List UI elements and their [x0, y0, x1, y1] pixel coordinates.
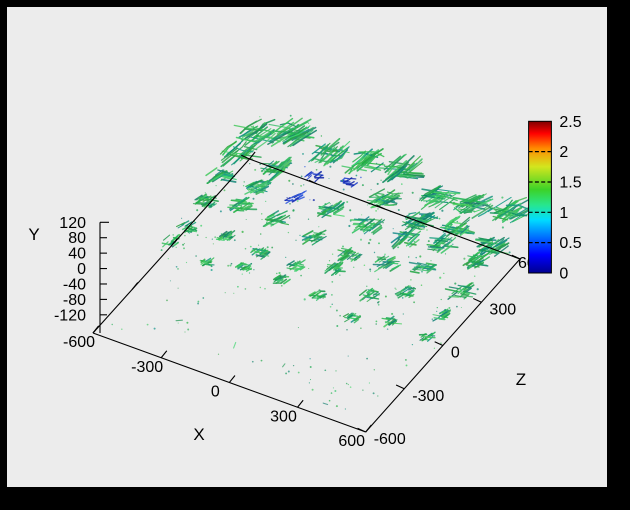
svg-text:2: 2: [559, 144, 568, 161]
svg-text:-120: -120: [54, 307, 86, 324]
svg-text:-300: -300: [131, 359, 163, 376]
svg-text:Z: Z: [516, 370, 526, 389]
svg-text:1.5: 1.5: [559, 174, 581, 191]
svg-text:300: 300: [270, 408, 297, 425]
svg-text:600: 600: [338, 433, 365, 450]
svg-text:0: 0: [451, 345, 460, 362]
svg-text:-600: -600: [374, 431, 406, 448]
svg-text:-300: -300: [412, 388, 444, 405]
svg-text:0: 0: [559, 266, 568, 283]
svg-text:0.5: 0.5: [559, 235, 581, 252]
svg-text:Y: Y: [28, 225, 39, 244]
svg-text:X: X: [193, 425, 204, 444]
svg-text:300: 300: [489, 301, 516, 318]
svg-text:1: 1: [559, 205, 568, 222]
svg-text:0: 0: [211, 384, 220, 401]
svg-text:-600: -600: [63, 334, 95, 351]
svg-text:2.5: 2.5: [559, 114, 581, 131]
